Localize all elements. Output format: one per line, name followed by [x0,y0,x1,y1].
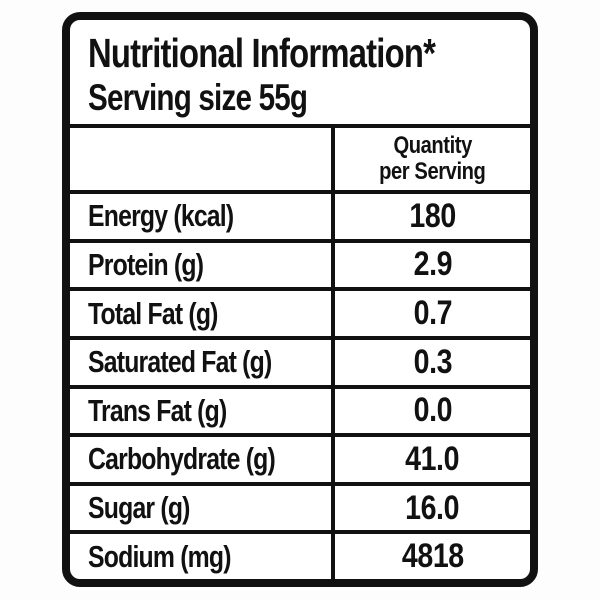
table-row-energy: Energy (kcal) 180 [70,190,530,239]
header-quantity-cell: Quantity per Serving [335,128,530,190]
row-value-cell: 2.9 [335,243,530,288]
row-value: 0.0 [413,391,452,430]
row-value-cell: 0.3 [335,340,530,385]
row-value: 2.9 [413,245,452,284]
row-label-cell: Protein (g) [70,242,335,288]
row-value-cell: 16.0 [335,486,530,531]
table-row-protein: Protein (g) 2.9 [70,238,530,288]
table-row-trans-fat: Trans Fat (g) 0.0 [70,384,530,434]
header-empty-cell [70,128,335,190]
row-label-cell: Trans Fat (g) [70,388,335,434]
row-value-cell: 180 [335,194,530,239]
row-label-cell: Energy (kcal) [70,194,335,239]
row-value-cell: 41.0 [335,437,530,482]
row-label: Saturated Fat (g) [88,344,272,380]
serving-size: Serving size 55g [88,77,520,118]
label-title-text: Nutritional Information* [88,30,436,77]
row-label-cell: Sugar (g) [70,485,335,531]
row-value: 0.7 [413,294,452,333]
row-value: 41.0 [405,439,460,478]
row-value: 4818 [401,537,464,576]
row-label: Total Fat (g) [88,295,218,331]
label-title: Nutritional Information* [88,30,520,77]
row-label: Sugar (g) [88,490,190,526]
quantity-per-serving-header: Quantity per Serving [369,133,496,185]
table-row-total-fat: Total Fat (g) 0.7 [70,287,530,336]
nutrition-table: Quantity per Serving Energy (kcal) 180 P… [70,128,530,579]
table-row-sugar: Sugar (g) 16.0 [70,481,530,531]
table-row-carbohydrate: Carbohydrate (g) 41.0 [70,433,530,482]
quantity-header-line1: Quantity [393,132,472,160]
serving-size-text: Serving size 55g [88,77,308,119]
row-label: Protein (g) [88,246,204,282]
table-row-saturated-fat: Saturated Fat (g) 0.3 [70,335,530,385]
label-title-block: Nutritional Information* Serving size 55… [70,20,530,128]
row-value: 180 [409,196,456,235]
row-label-cell: Carbohydrate (g) [70,437,335,482]
table-header-row: Quantity per Serving [70,128,530,190]
row-label: Trans Fat (g) [88,392,227,428]
row-label: Energy (kcal) [88,198,234,234]
row-value-cell: 4818 [335,534,530,579]
row-label: Sodium (mg) [88,538,232,574]
row-value: 16.0 [405,488,460,527]
nutrition-label: Nutritional Information* Serving size 55… [62,12,538,587]
row-label-cell: Saturated Fat (g) [70,339,335,385]
table-row-sodium: Sodium (mg) 4818 [70,530,530,579]
row-value-cell: 0.0 [335,389,530,434]
row-label: Carbohydrate (g) [88,441,276,477]
row-label-cell: Total Fat (g) [70,291,335,336]
row-value: 0.3 [413,342,452,381]
row-label-cell: Sodium (mg) [70,534,335,579]
row-value-cell: 0.7 [335,291,530,336]
quantity-header-line2: per Serving [379,158,486,185]
